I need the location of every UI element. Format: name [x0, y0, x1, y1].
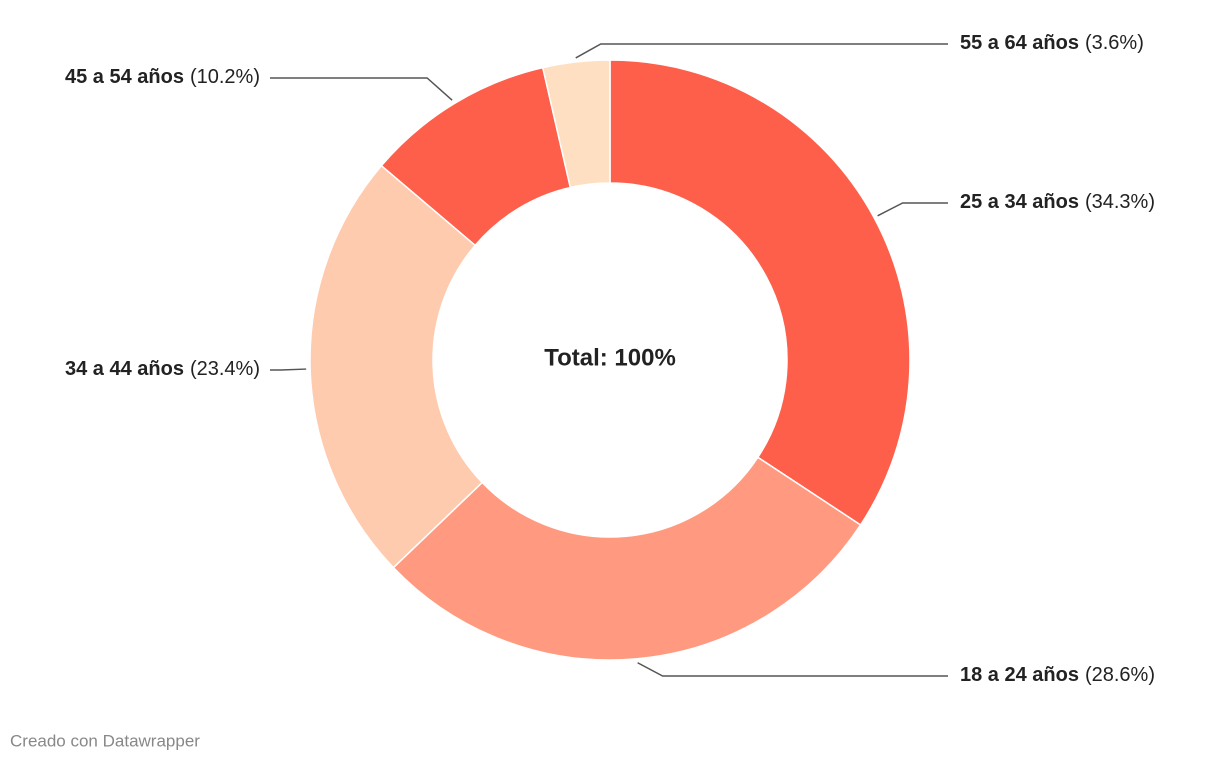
label-value: (23.4%)	[190, 358, 260, 380]
slice	[541, 59, 611, 189]
label-name: 55 a 64 años	[960, 32, 1079, 54]
leader-line	[270, 77, 453, 101]
slice	[392, 456, 862, 661]
label-value: (34.3%)	[1085, 191, 1155, 213]
slice-label: 34 a 44 años (23.4%)	[65, 358, 260, 380]
slice-label: 18 a 24 años (28.6%)	[960, 664, 1155, 686]
label-value: (10.2%)	[190, 66, 260, 88]
label-name: 18 a 24 años	[960, 664, 1079, 686]
leader-line	[637, 662, 948, 677]
leader-line	[877, 202, 948, 217]
slice-label: 45 a 54 años (10.2%)	[65, 66, 260, 88]
label-name: 25 a 34 años	[960, 191, 1079, 213]
label-name: 45 a 54 años	[65, 66, 184, 88]
slice-label: 55 a 64 años (3.6%)	[960, 32, 1144, 54]
leader-line	[575, 43, 948, 59]
label-name: 34 a 44 años	[65, 358, 184, 380]
slice	[309, 164, 484, 569]
label-value: (3.6%)	[1085, 32, 1144, 54]
slice	[609, 59, 911, 526]
center-label: Total: 100%	[544, 344, 676, 371]
slice-label: 25 a 34 años (34.3%)	[960, 191, 1155, 213]
leader-line	[270, 368, 307, 371]
credit: Creado con Datawrapper	[10, 731, 200, 750]
label-value: (28.6%)	[1085, 664, 1155, 686]
